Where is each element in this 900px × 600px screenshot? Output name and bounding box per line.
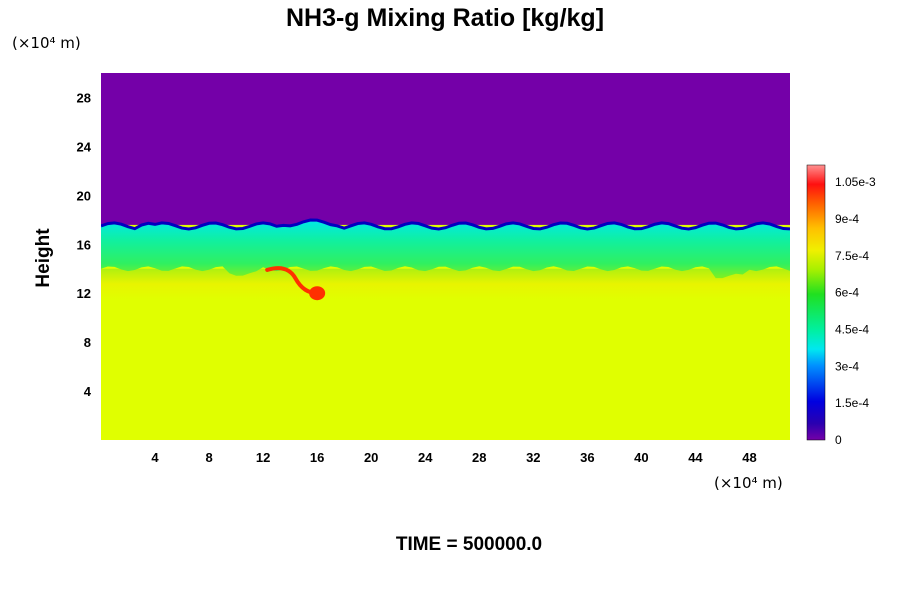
x-tick-label: 32 (526, 450, 540, 465)
y-tick-label: 20 (77, 188, 91, 203)
colorbar-tick-label: 9e-4 (835, 212, 859, 226)
mid-layer-field (101, 219, 790, 279)
x-tick-label: 28 (472, 450, 486, 465)
colorbar (806, 164, 826, 441)
x-tick-label: 20 (364, 450, 378, 465)
colorbar-tick-label: 4.5e-4 (835, 323, 869, 337)
plot-area (101, 73, 790, 440)
y-tick-label: 16 (77, 237, 91, 252)
colorbar-tick-label: 1.5e-4 (835, 396, 869, 410)
colorbar-tick-label: 6e-4 (835, 286, 859, 300)
y-tick-labels: 4 8 12 16 20 24 28 (77, 90, 92, 399)
x-tick-label: 8 (205, 450, 212, 465)
colorbar-tick-label: 1.05e-3 (835, 175, 876, 189)
y-tick-label: 24 (77, 139, 92, 154)
y-tick-label: 28 (77, 90, 91, 105)
y-unit-label: (×10⁴ m) (12, 34, 81, 52)
x-tick-label: 40 (634, 450, 648, 465)
boundary-edge (101, 218, 790, 231)
y-tick-label: 8 (84, 335, 91, 350)
colorbar-tick-labels: 0 1.5e-4 3e-4 4.5e-4 6e-4 7.5e-4 9e-4 1.05e-3 (835, 175, 876, 447)
transition-layer-field (101, 268, 790, 300)
x-tick-label: 44 (688, 450, 703, 465)
x-tick-label: 12 (256, 450, 270, 465)
colorbar-tick-label: 3e-4 (835, 359, 859, 373)
x-tick-label: 48 (742, 450, 756, 465)
colorbar-tick-label: 0 (835, 433, 842, 447)
x-unit-label: (×10⁴ m) (714, 474, 783, 492)
colorbar-tick-label: 7.5e-4 (835, 249, 869, 263)
y-tick-label: 12 (77, 286, 91, 301)
plume-core (309, 286, 326, 301)
upper-layer-field (101, 73, 790, 226)
chart-title: NH3-g Mixing Ratio [kg/kg] (286, 4, 604, 32)
x-tick-labels: 4 8 12 16 20 24 28 32 36 40 44 48 (151, 450, 756, 465)
y-axis-label: Height (33, 228, 54, 288)
time-label: TIME = 500000.0 (396, 534, 542, 555)
x-tick-label: 16 (310, 450, 324, 465)
x-tick-label: 36 (580, 450, 594, 465)
x-tick-label: 4 (151, 450, 159, 465)
x-tick-label: 24 (418, 450, 433, 465)
y-tick-label: 4 (84, 384, 92, 399)
